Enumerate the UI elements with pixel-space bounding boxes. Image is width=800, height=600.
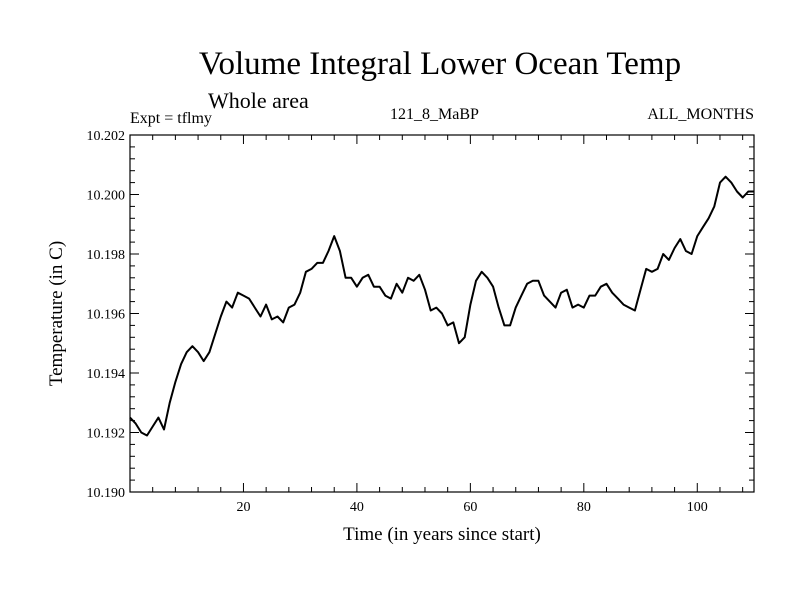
plot-frame bbox=[129, 134, 755, 493]
x-tick-label: 100 bbox=[687, 500, 708, 515]
y-tick-label: 10.196 bbox=[87, 308, 126, 323]
y-tick-label: 10.194 bbox=[87, 367, 126, 382]
y-tick-label: 10.192 bbox=[87, 427, 126, 442]
series-line bbox=[129, 175, 754, 437]
axis-ticks bbox=[130, 135, 754, 492]
chart-title: Volume Integral Lower Ocean Temp bbox=[198, 46, 682, 82]
months-label: ALL_MONTHS bbox=[647, 106, 754, 123]
x-tick-label: 80 bbox=[577, 500, 591, 515]
chart-subtitle: Whole area bbox=[208, 88, 309, 113]
series-layer bbox=[129, 175, 754, 437]
x-tick-label: 40 bbox=[350, 500, 364, 515]
experiment-label: Expt = tflmy bbox=[130, 110, 212, 127]
period-label: 121_8_MaBP bbox=[390, 106, 479, 123]
y-tick-label: 10.200 bbox=[87, 189, 126, 204]
y-tick-label: 10.190 bbox=[87, 486, 126, 501]
x-tick-label: 60 bbox=[463, 500, 477, 515]
x-axis-label: Time (in years since start) bbox=[343, 524, 541, 545]
y-axis-label: Temperature (in C) bbox=[46, 241, 67, 386]
axis-tick-labels: 20 40 60 80 100 10.190 10.192 10.194 10.196 10.19… bbox=[87, 129, 708, 515]
y-tick-label: 10.198 bbox=[87, 248, 126, 263]
x-tick-label: 20 bbox=[236, 500, 250, 515]
y-tick-label: 10.202 bbox=[87, 129, 126, 144]
